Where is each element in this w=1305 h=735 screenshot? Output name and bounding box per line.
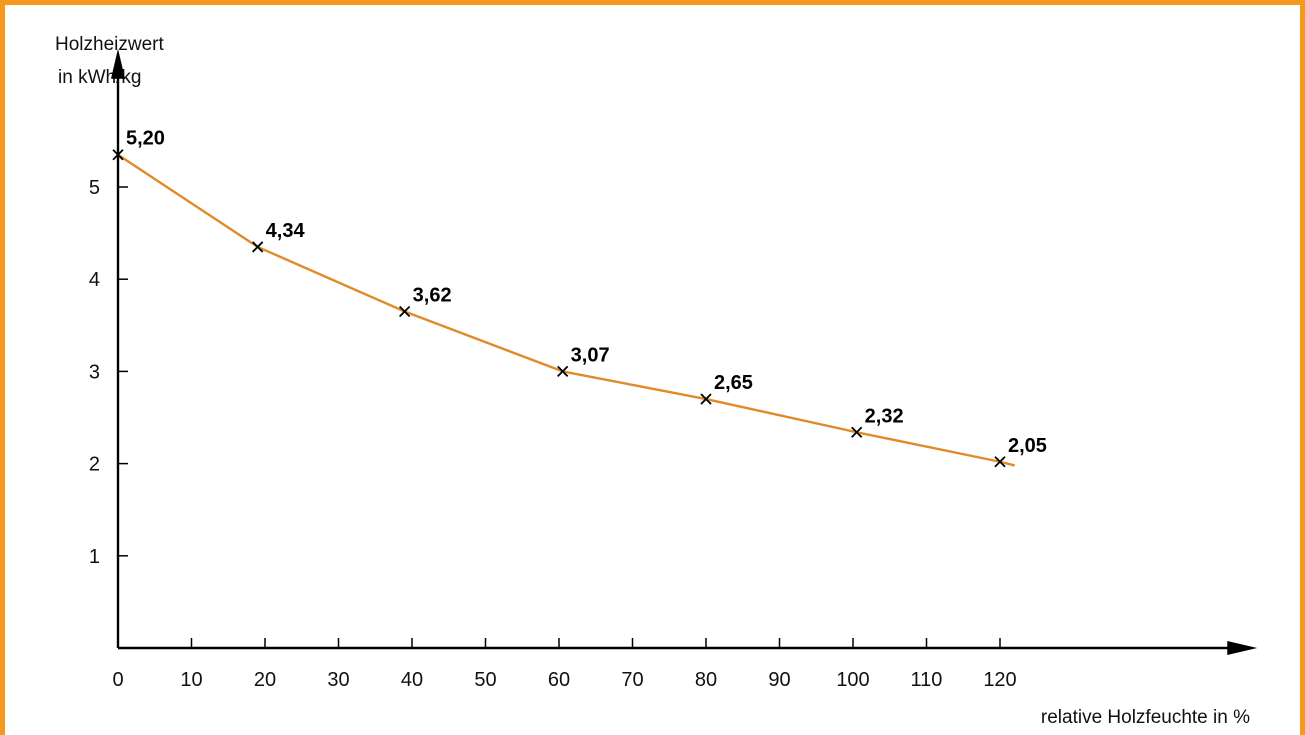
marker-stroke-b	[252, 241, 264, 253]
data-label-5: 2,32	[865, 405, 904, 427]
data-point-5	[851, 426, 863, 438]
x-tick-label-4: 40	[401, 669, 423, 691]
x-tick-label-7: 70	[621, 669, 643, 691]
x-tick-label-1: 10	[180, 669, 202, 691]
x-tick-label-11: 110	[911, 669, 943, 691]
data-point-1	[252, 241, 264, 253]
marker-stroke-b	[994, 456, 1006, 468]
marker-stroke-b	[700, 393, 712, 405]
data-label-3: 3,07	[571, 344, 610, 366]
y-tick-label-0: 1	[89, 546, 100, 568]
data-label-6: 2,05	[1008, 435, 1047, 457]
x-tick-label-6: 60	[548, 669, 570, 691]
x-tick-label-9: 90	[768, 669, 790, 691]
data-point-3	[557, 365, 569, 378]
marker-stroke-b	[112, 149, 124, 161]
x-axis-label: relative Holzfeuchte in %	[1041, 707, 1250, 728]
data-label-2: 3,62	[413, 284, 452, 306]
data-point-4	[700, 393, 712, 405]
data-label-4: 2,65	[714, 372, 753, 394]
markers-group	[112, 149, 1006, 468]
axes	[111, 48, 1258, 655]
data-labels-group: 5,20 4,34 3,62 3,07 2,65 2,32 2,05	[126, 128, 1047, 457]
x-tick-label-8: 80	[695, 669, 717, 691]
marker-stroke-b	[557, 365, 569, 378]
series-group	[117, 153, 1015, 467]
x-tick-label-0: 0	[112, 669, 123, 691]
data-point-6	[994, 456, 1006, 468]
data-point-2	[399, 305, 411, 318]
y-tick-label-3: 4	[89, 269, 100, 291]
x-tick-label-10: 100	[836, 669, 869, 691]
x-tick-label-3: 30	[327, 669, 349, 691]
data-label-0: 5,20	[126, 128, 165, 150]
x-axis-arrow	[1227, 641, 1258, 655]
y-axis-label-line-1: Holzheizwert	[55, 34, 164, 55]
ticks: 0 10 20 30 40 50 60 70 80 90 100 110 120 1 2 3 4 5	[89, 177, 1017, 691]
x-tick-label-5: 50	[474, 669, 496, 691]
y-tick-label-1: 2	[89, 454, 100, 476]
y-axis-label-line-2: in kWh/kg	[58, 67, 141, 88]
y-axis-arrow	[111, 48, 125, 79]
y-tick-label-4: 5	[89, 177, 100, 199]
data-label-1: 4,34	[266, 220, 306, 242]
x-tick-label-2: 20	[254, 669, 276, 691]
marker-stroke-b	[399, 305, 411, 318]
series-line	[117, 153, 1015, 467]
x-tick-label-12: 120	[983, 669, 1016, 691]
marker-stroke-b	[851, 426, 863, 438]
data-point-0	[112, 149, 124, 161]
y-tick-label-2: 3	[89, 361, 100, 383]
